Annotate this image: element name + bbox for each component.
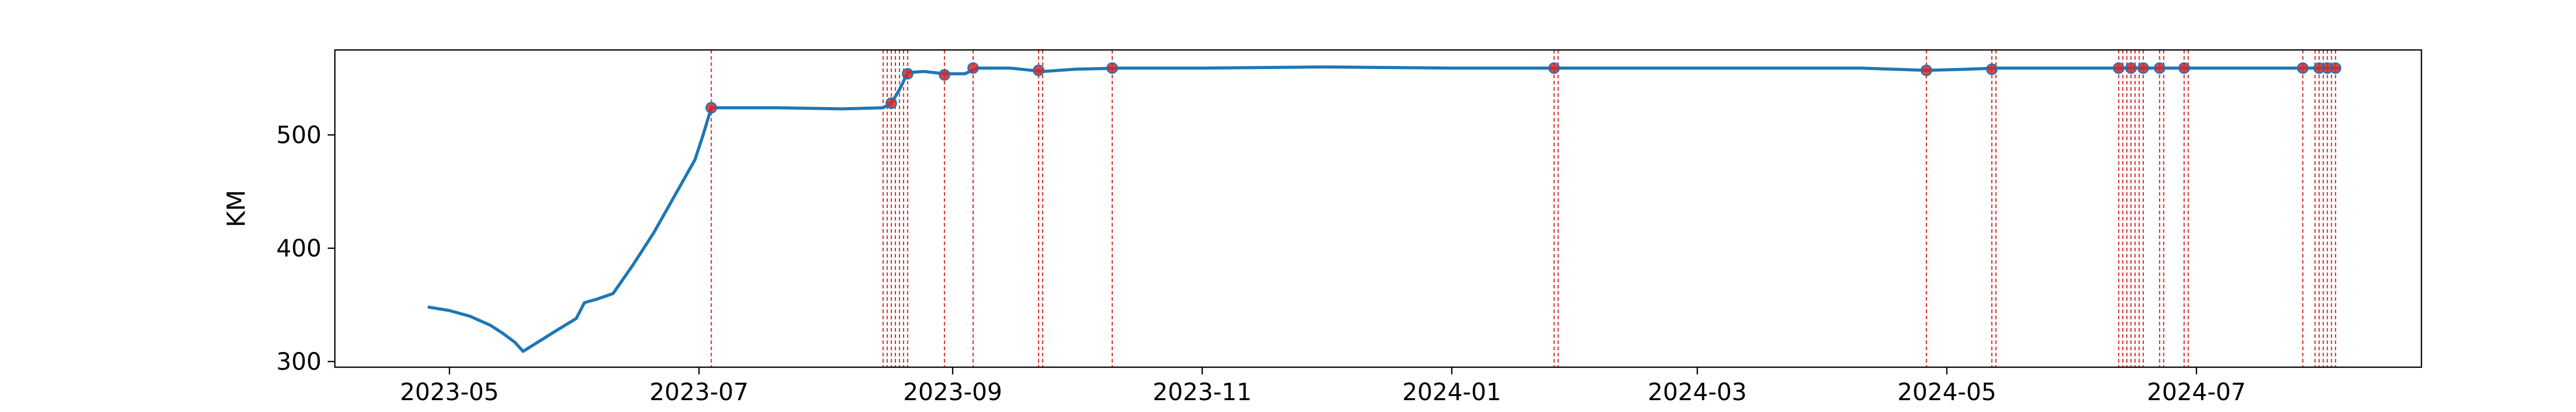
event-marker (2329, 62, 2342, 74)
x-tick-label: 2023-11 (1153, 378, 1251, 406)
x-tick-label: 2024-07 (2147, 378, 2246, 406)
event-marker (2113, 62, 2125, 74)
event-marker (1548, 62, 1560, 74)
x-tick-label: 2024-05 (1897, 378, 1996, 406)
y-tick-label: 300 (276, 348, 321, 375)
event-marker (2137, 62, 2149, 74)
event-marker (2297, 62, 2309, 74)
y-tick-label: 400 (276, 234, 321, 262)
x-tick-label: 2023-07 (650, 378, 749, 406)
x-tick-label: 2024-03 (1648, 378, 1747, 406)
x-tick-label: 2023-09 (903, 378, 1002, 406)
y-tick-label: 500 (276, 121, 321, 149)
event-marker (885, 97, 897, 109)
event-marker (2178, 62, 2190, 74)
x-tick-label: 2024-01 (1402, 378, 1501, 406)
event-marker (2154, 62, 2166, 74)
axes-frame (334, 49, 2422, 368)
event-marker (967, 62, 979, 74)
event-marker (1032, 64, 1045, 76)
plot-area (335, 50, 2421, 367)
x-tick-label: 2023-05 (400, 378, 499, 406)
event-marker (1106, 62, 1118, 74)
event-marker (1986, 63, 1998, 75)
event-marker (902, 67, 914, 80)
event-marker (1920, 64, 1933, 76)
y-axis-label: KM (222, 190, 251, 228)
event-marker (938, 69, 951, 81)
event-marker (2125, 62, 2137, 74)
event-marker (705, 101, 717, 114)
series-line (427, 65, 2342, 353)
